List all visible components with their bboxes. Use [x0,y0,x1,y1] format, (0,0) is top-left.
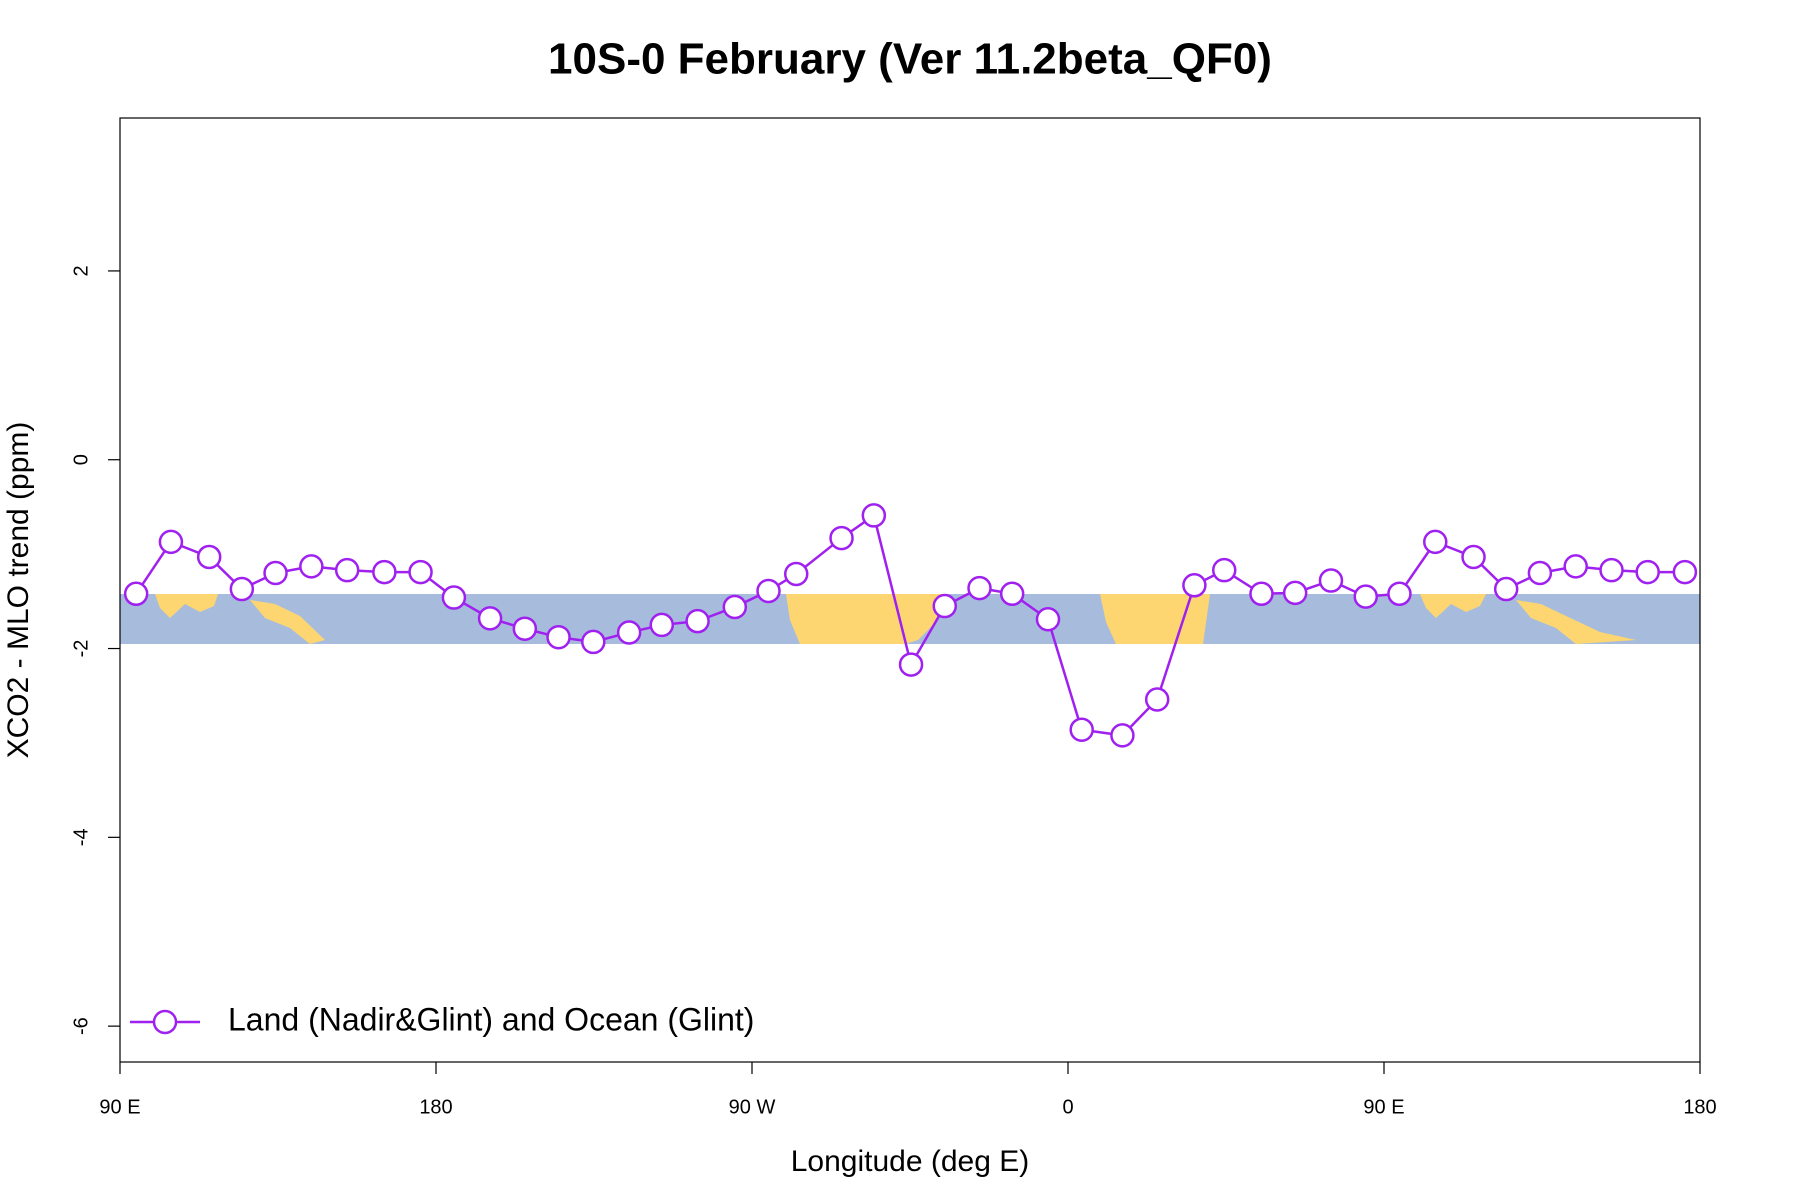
y-tick-label: -2 [70,640,92,658]
data-point [1318,568,1344,593]
data-point [649,612,675,638]
data-point [685,608,710,634]
data-point [756,578,781,604]
data-point [581,629,606,655]
data-point [408,559,433,585]
x-axis-label: Longitude (deg E) [791,1145,1030,1178]
data-point [1527,560,1553,586]
data-point [263,560,288,586]
data-point [1110,723,1135,748]
y-tick-label: 2 [70,265,92,276]
data-point [932,593,958,619]
data-point [1461,544,1486,570]
data-point [123,581,149,607]
data-point [898,652,924,677]
data-point [783,561,809,587]
data-point [722,594,748,620]
map-strip [120,594,1700,644]
y-tick-label: -6 [70,1017,92,1035]
data-point [546,624,571,650]
data-point [829,525,854,551]
data-point [1144,687,1170,712]
y-tick-label: -4 [70,828,92,846]
data-point [999,581,1025,607]
legend-item: Land (Nadir&Glint) and Ocean (Glint) [130,1001,754,1037]
data-point [334,557,360,583]
data-point [1182,573,1207,598]
data-point [512,616,538,641]
data-point [196,544,222,570]
data-point [1387,581,1412,607]
data-point [1035,607,1061,632]
x-tick-label: 180 [1683,1096,1716,1118]
data-point [1599,557,1624,583]
data-point [1353,584,1378,609]
data-point [299,554,324,579]
y-tick-label: 0 [70,454,92,465]
data-point [1423,529,1448,555]
data-point [372,559,397,585]
x-tick-label: 180 [419,1096,452,1118]
data-point [1493,576,1519,602]
data-point [1282,580,1308,606]
data-point [1672,559,1698,585]
data-point [1211,557,1237,583]
data-point [1635,559,1660,585]
data-point [1069,717,1094,742]
data-point [616,620,642,645]
plot-frame [119,117,1701,1063]
x-tick-label: 90 E [99,1096,140,1118]
data-point [477,606,503,631]
data-point [967,575,992,601]
x-tick-label: 90 W [729,1096,776,1118]
legend-marker [152,1009,178,1035]
legend-label: Land (Nadir&Glint) and Ocean (Glint) [228,1001,754,1037]
x-tick-label: 0 [1062,1096,1073,1118]
data-point [1563,554,1588,579]
data-point [861,503,887,528]
data-point [441,585,467,610]
data-point [158,529,184,555]
y-axis-label: XCO2 - MLO trend (ppm) [2,422,35,759]
data-point [1249,581,1274,607]
data-point [229,576,255,602]
chart-title: 10S-0 February (Ver 11.2beta_QF0) [548,35,1272,84]
x-tick-label: 90 E [1363,1096,1404,1118]
